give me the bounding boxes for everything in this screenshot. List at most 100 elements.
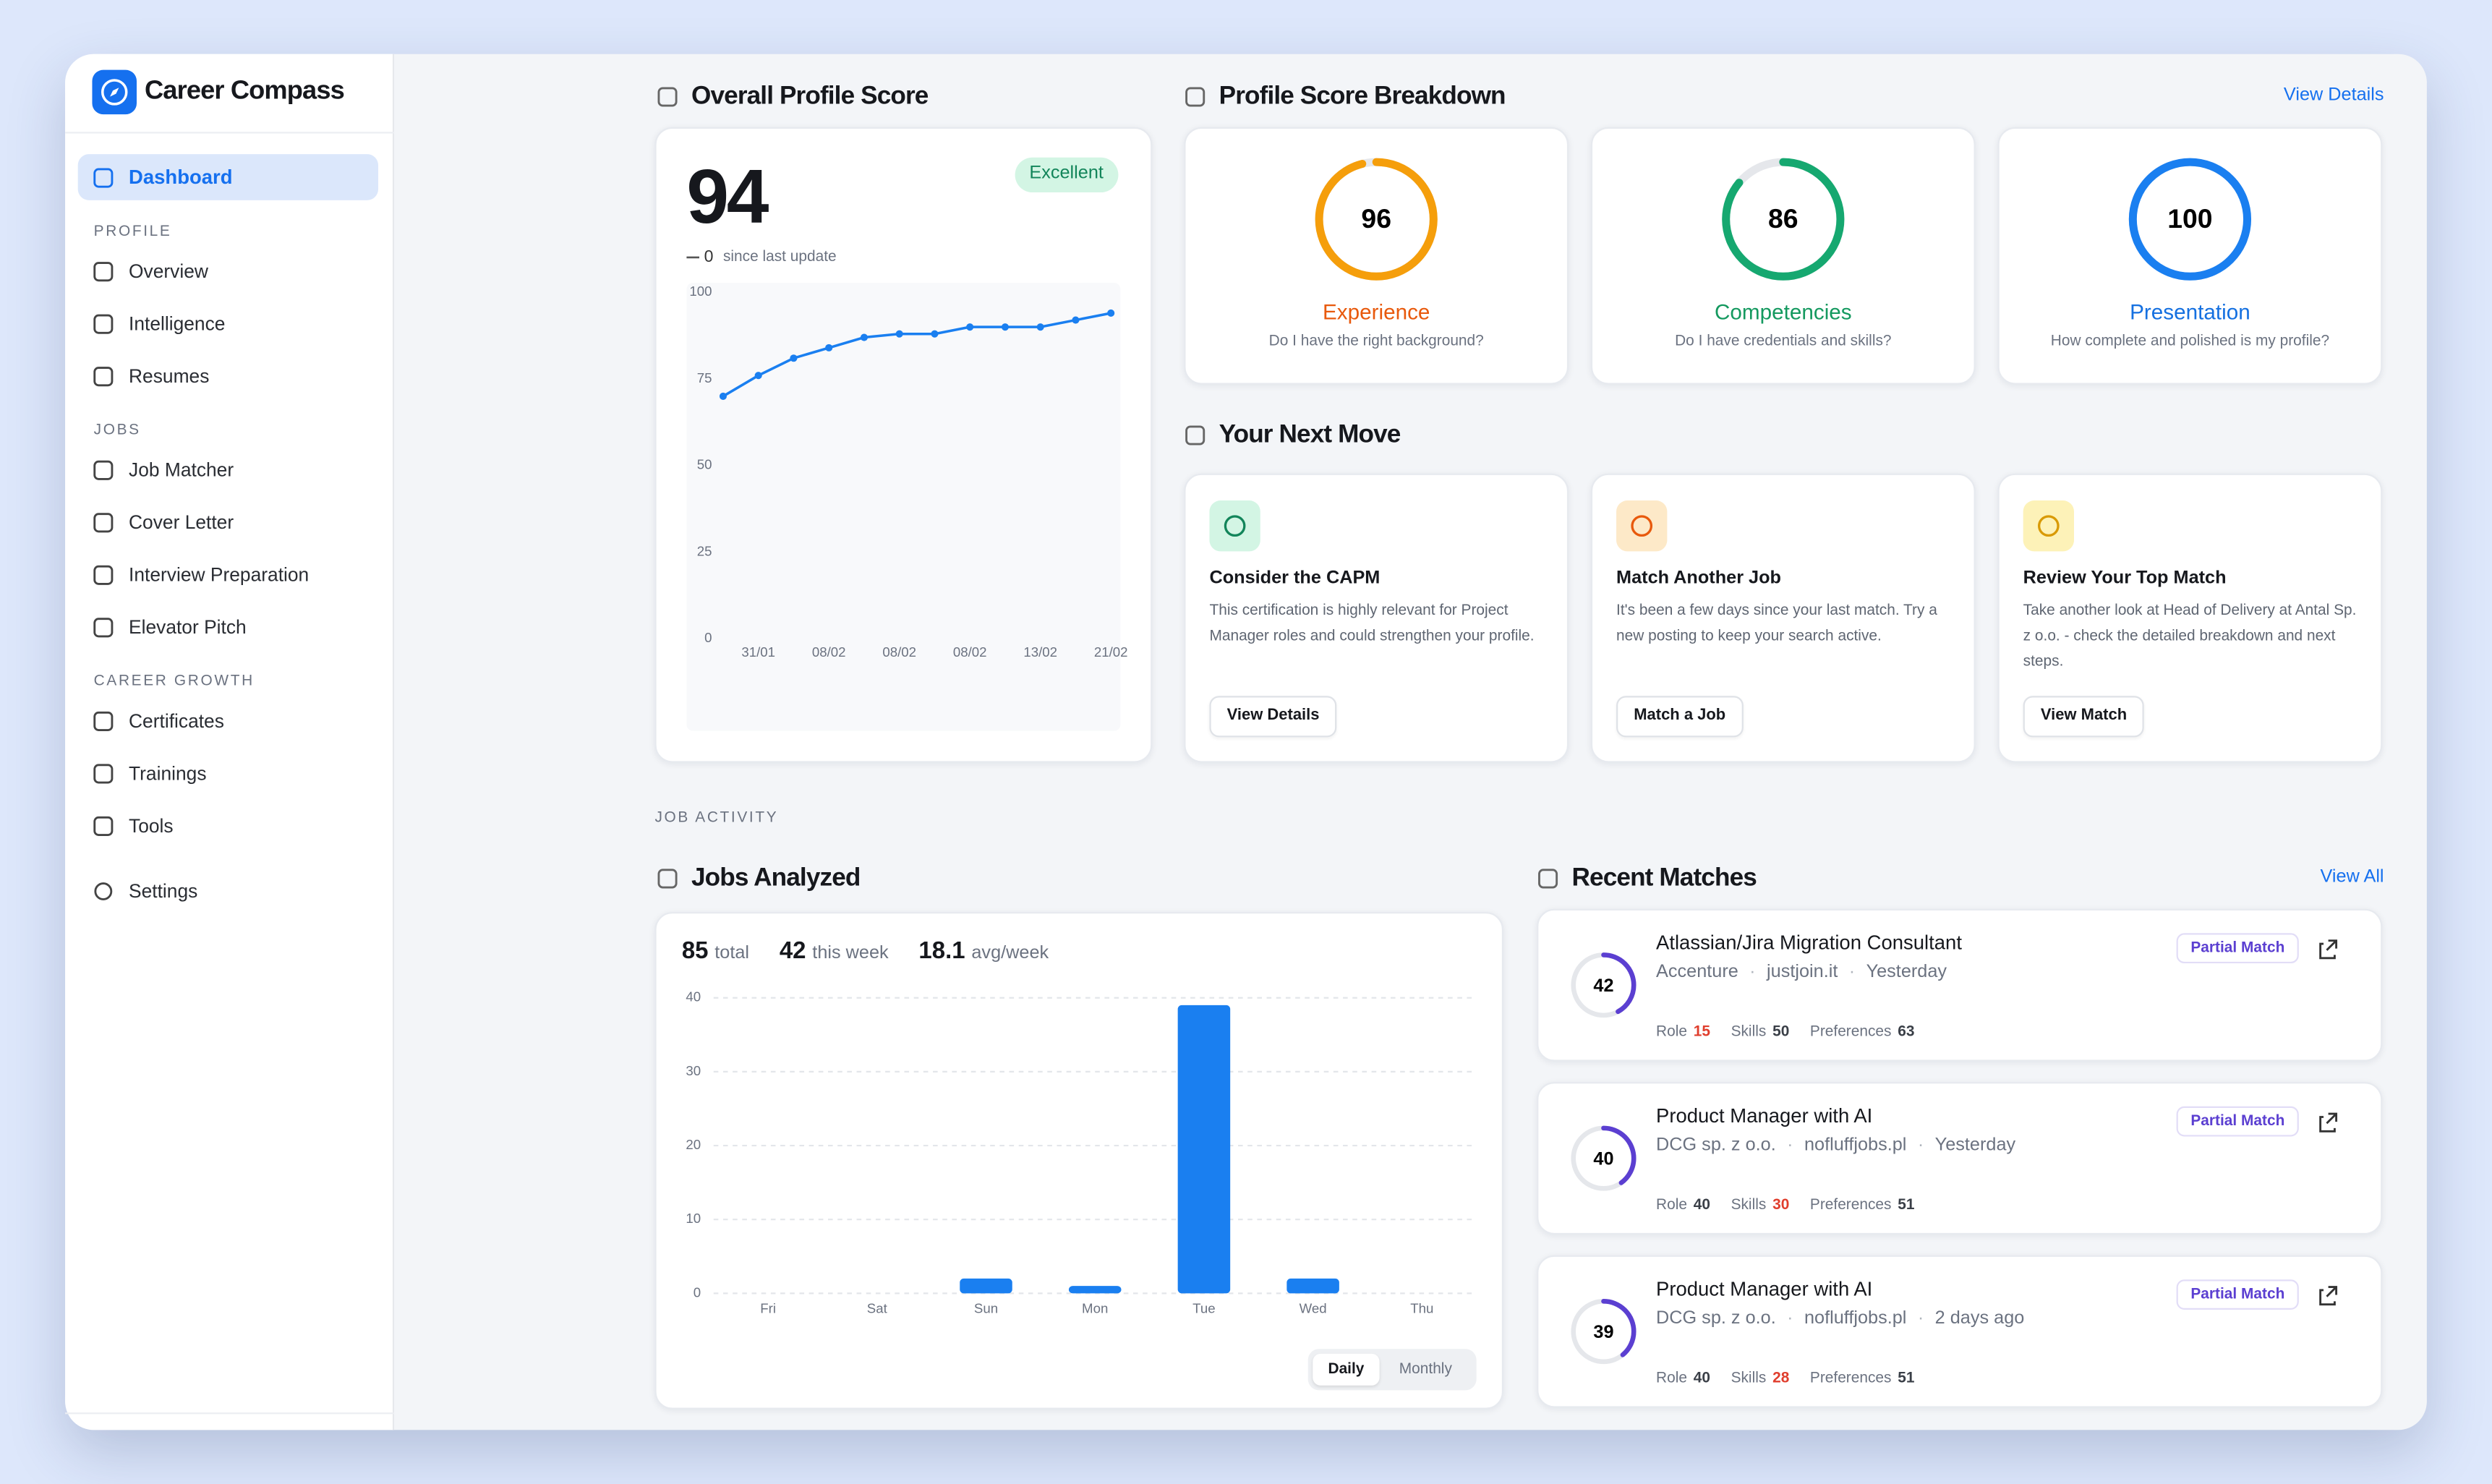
external-link-icon[interactable] bbox=[2319, 1112, 2338, 1133]
match-meta: Accenture · justjoin.it · Yesterday bbox=[1656, 963, 1947, 981]
match-title[interactable]: Atlassian/Jira Migration Consultant bbox=[1656, 931, 1962, 955]
nav-item[interactable]: Interview Preparation bbox=[129, 563, 310, 587]
point bbox=[1107, 309, 1115, 317]
section-title: Overall Profile Score bbox=[691, 83, 929, 111]
metric-value: 15 bbox=[1693, 1023, 1710, 1041]
point bbox=[860, 333, 869, 341]
toggle[interactable]: Monthly bbox=[1399, 1360, 1452, 1378]
nav-item[interactable]: Elevator Pitch bbox=[129, 616, 247, 639]
card-title: Review Your Top Match bbox=[2023, 568, 2227, 589]
match-title[interactable]: Product Manager with AI bbox=[1656, 1105, 1873, 1127]
ring bbox=[1722, 158, 1845, 281]
line bbox=[722, 312, 1111, 398]
app-name: Career Compass bbox=[144, 76, 345, 106]
y-tick-label: 75 bbox=[697, 370, 712, 385]
y-tick-label: 10 bbox=[686, 1211, 701, 1226]
bar bbox=[1177, 1005, 1231, 1294]
ring-value: 40 bbox=[1593, 1148, 1613, 1169]
ring-value: 42 bbox=[1593, 976, 1613, 996]
sidebar-divider bbox=[65, 132, 395, 134]
match-title[interactable]: Product Manager with AI bbox=[1656, 1278, 1873, 1301]
x-tick-label: 13/02 bbox=[1023, 644, 1057, 660]
ring bbox=[2128, 158, 2252, 281]
section-title: Your Next Move bbox=[1219, 422, 1401, 449]
card-icon bbox=[1631, 515, 1653, 537]
point bbox=[931, 330, 939, 338]
card-button[interactable]: View Match bbox=[2023, 696, 2145, 738]
nav-item[interactable]: Dashboard bbox=[129, 166, 233, 189]
match-badge: Partial Match bbox=[2176, 933, 2300, 964]
match-time: 2 days ago bbox=[1934, 1309, 2025, 1329]
stat-value: 18.1 bbox=[918, 937, 965, 965]
sidebar bbox=[65, 54, 395, 1430]
nav-icon bbox=[93, 565, 114, 585]
match-company: DCG sp. z o.o. bbox=[1656, 1135, 1776, 1156]
x-tick-label: 08/02 bbox=[882, 644, 916, 660]
external-link-icon[interactable] bbox=[2319, 939, 2338, 960]
match-company: DCG sp. z o.o. bbox=[1656, 1309, 1776, 1329]
nav-item[interactable]: Overview bbox=[129, 260, 208, 283]
card-text: It's been a few days since your last mat… bbox=[1616, 602, 1937, 645]
y-tick-label: 20 bbox=[686, 1137, 701, 1152]
nav-icon bbox=[93, 262, 114, 282]
breakdown-card bbox=[1997, 127, 2383, 385]
nav-item[interactable]: Cover Letter bbox=[129, 511, 234, 534]
view-all-link[interactable]: View All bbox=[2320, 867, 2384, 887]
point bbox=[790, 354, 798, 362]
metric-value: 51 bbox=[1898, 1196, 1915, 1214]
stat-label: total bbox=[714, 944, 750, 963]
view-details-link[interactable]: View Details bbox=[2283, 85, 2384, 106]
match-company: Accenture bbox=[1656, 963, 1738, 982]
match-time: Yesterday bbox=[1866, 963, 1947, 982]
x-tick-label: 08/02 bbox=[812, 644, 846, 660]
card-button[interactable]: View Details bbox=[1209, 696, 1337, 738]
separator: · bbox=[1917, 1309, 1924, 1329]
point bbox=[1001, 323, 1009, 331]
nav-item[interactable]: Settings bbox=[129, 879, 198, 903]
metric-label: Role bbox=[1656, 1369, 1687, 1387]
nav-item[interactable]: Job Matcher bbox=[129, 459, 234, 482]
section-title: Profile Score Breakdown bbox=[1219, 83, 1506, 111]
x-tick-label: Thu bbox=[1410, 1300, 1433, 1315]
section-icon bbox=[1538, 869, 1558, 889]
match-source: nofluffjobs.pl bbox=[1804, 1309, 1907, 1329]
metric-value: 51 bbox=[1898, 1369, 1915, 1387]
external-link-icon[interactable] bbox=[2319, 1286, 2338, 1306]
nav-item[interactable]: Resumes bbox=[129, 364, 210, 388]
metric-value: 50 bbox=[1772, 1023, 1790, 1041]
separator: · bbox=[1749, 963, 1756, 982]
separator: · bbox=[1787, 1135, 1793, 1156]
breakdown-label: Experience bbox=[1322, 300, 1430, 324]
x-tick-label: Tue bbox=[1192, 1300, 1215, 1315]
ring bbox=[1571, 1125, 1637, 1191]
y-tick-label: 25 bbox=[697, 543, 712, 558]
metric-label: Skills bbox=[1731, 1369, 1767, 1387]
card-button[interactable]: Match a Job bbox=[1616, 696, 1744, 738]
stats-row: 85 total 42 this week 18.1 avg/week bbox=[682, 937, 1079, 964]
y-tick-label: 40 bbox=[686, 989, 701, 1005]
y-tick-label: 50 bbox=[697, 457, 712, 472]
section-title: Recent Matches bbox=[1571, 865, 1757, 892]
metric-label: Skills bbox=[1731, 1023, 1767, 1041]
ring bbox=[1571, 952, 1637, 1018]
toggle[interactable]: Daily bbox=[1328, 1360, 1365, 1378]
x-tick-label: Sun bbox=[974, 1300, 998, 1315]
nav-icon bbox=[93, 513, 114, 533]
ring-value: 39 bbox=[1593, 1322, 1613, 1342]
nav-item[interactable]: Tools bbox=[129, 814, 174, 837]
nav-item[interactable]: Trainings bbox=[129, 762, 207, 785]
point bbox=[1072, 316, 1080, 324]
nav-section-title: JOBS bbox=[93, 421, 141, 440]
y-tick-label: 0 bbox=[694, 1284, 701, 1300]
point bbox=[754, 372, 762, 380]
stat-value: 85 bbox=[681, 937, 709, 965]
nav-item[interactable]: Intelligence bbox=[129, 312, 226, 336]
match-metrics: Role 15 Skills 50 Preferences 63 bbox=[1656, 1023, 1935, 1041]
nav-item[interactable]: Certificates bbox=[129, 709, 224, 733]
point bbox=[719, 392, 727, 400]
nav-icon bbox=[93, 367, 114, 387]
delta-label: since last update bbox=[722, 248, 837, 266]
nav-icon bbox=[93, 460, 114, 480]
